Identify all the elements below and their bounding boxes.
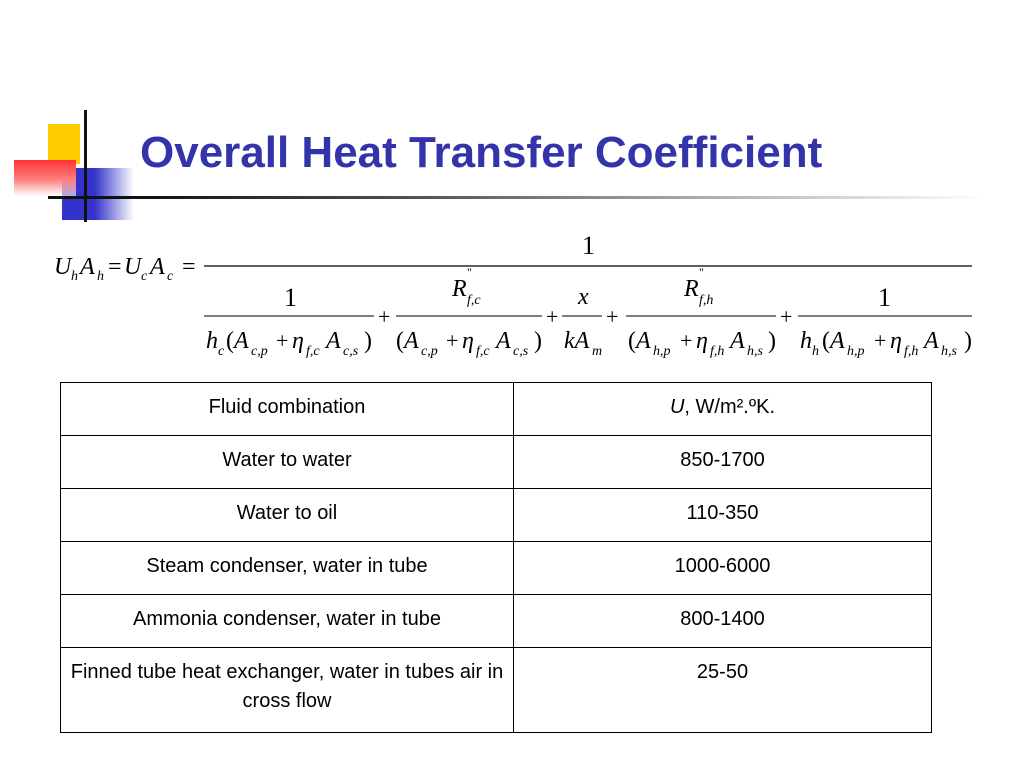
- svg-text:1: 1: [284, 283, 297, 312]
- svg-text:+: +: [780, 304, 792, 329]
- svg-text:c,s: c,s: [513, 344, 529, 359]
- svg-text:h,s: h,s: [941, 344, 958, 359]
- header-fluid-combination: Fluid combination: [60, 382, 514, 436]
- svg-text:": ": [467, 265, 472, 279]
- header-u-value: U, W/m².ºK.: [513, 382, 932, 436]
- u-value-cell: 800-1400: [513, 594, 932, 648]
- svg-text:f,c: f,c: [476, 344, 490, 359]
- svg-text:f,c: f,c: [467, 293, 481, 308]
- svg-text:c: c: [141, 269, 148, 284]
- yellow-square-decoration: [48, 124, 80, 164]
- slide-title: Overall Heat Transfer Coefficient: [140, 128, 823, 177]
- header-u-unit: , W/m².ºK.: [684, 396, 776, 418]
- svg-text:h: h: [800, 328, 812, 354]
- svg-text:A: A: [148, 254, 165, 280]
- svg-text:+: +: [378, 304, 390, 329]
- svg-text:): ): [364, 328, 372, 354]
- svg-text:): ): [768, 328, 776, 354]
- svg-text:): ): [964, 328, 972, 354]
- svg-text:c: c: [167, 269, 174, 284]
- svg-text:=: =: [108, 254, 122, 280]
- svg-text:(: (: [822, 328, 830, 354]
- svg-text:+: +: [680, 328, 692, 353]
- u-value-cell: 850-1700: [513, 435, 932, 489]
- table-row: Water to water 850-1700: [60, 435, 932, 489]
- svg-text:A: A: [232, 328, 249, 354]
- u-value-cell: 110-350: [513, 488, 932, 542]
- svg-text:h: h: [206, 328, 218, 354]
- u-value-cell: 25-50: [513, 647, 932, 733]
- svg-text:U: U: [54, 254, 73, 280]
- heat-transfer-table: Fluid combination U, W/m².ºK. Water to w…: [60, 382, 932, 733]
- svg-text:c,s: c,s: [343, 344, 359, 359]
- svg-text:h: h: [812, 344, 819, 359]
- red-square-decoration: [14, 160, 76, 196]
- svg-text:m: m: [592, 344, 602, 359]
- svg-text:h: h: [97, 269, 104, 284]
- svg-text:f,h: f,h: [699, 293, 713, 308]
- table-header-row: Fluid combination U, W/m².ºK.: [60, 382, 932, 436]
- svg-text:c,p: c,p: [251, 344, 268, 359]
- svg-text:U: U: [124, 254, 143, 280]
- fluid-cell: Water to water: [60, 435, 514, 489]
- table-row: Steam condenser, water in tube 1000-6000: [60, 541, 932, 595]
- header-u-symbol: U: [669, 396, 685, 418]
- svg-text:A: A: [494, 328, 511, 354]
- svg-text:(: (: [396, 328, 404, 354]
- svg-text:f,c: f,c: [306, 344, 320, 359]
- svg-text:1: 1: [878, 283, 891, 312]
- svg-text:f,h: f,h: [904, 344, 918, 359]
- svg-text:A: A: [324, 328, 341, 354]
- table-row: Ammonia condenser, water in tube 800-140…: [60, 594, 932, 648]
- svg-text:R: R: [451, 276, 467, 302]
- svg-text:η: η: [890, 328, 902, 354]
- svg-text:c: c: [218, 344, 225, 359]
- svg-text:η: η: [462, 328, 474, 354]
- svg-text:A: A: [402, 328, 419, 354]
- svg-text:A: A: [728, 328, 745, 354]
- svg-text:+: +: [606, 304, 618, 329]
- svg-text:η: η: [292, 328, 304, 354]
- svg-text:+: +: [276, 328, 288, 353]
- table-row: Finned tube heat exchanger, water in tub…: [60, 647, 932, 733]
- svg-text:=: =: [182, 254, 196, 280]
- svg-text:A: A: [828, 328, 845, 354]
- title-decoration: [0, 0, 160, 240]
- svg-text:A: A: [922, 328, 939, 354]
- svg-text:): ): [534, 328, 542, 354]
- svg-text:+: +: [446, 328, 458, 353]
- fluid-cell: Finned tube heat exchanger, water in tub…: [60, 647, 514, 733]
- fluid-cell: Steam condenser, water in tube: [60, 541, 514, 595]
- svg-text:+: +: [546, 304, 558, 329]
- svg-text:+: +: [874, 328, 886, 353]
- svg-text:(: (: [226, 328, 234, 354]
- vertical-rule: [84, 110, 87, 222]
- fluid-cell: Water to oil: [60, 488, 514, 542]
- svg-text:A: A: [78, 254, 95, 280]
- svg-text:h,p: h,p: [847, 344, 865, 359]
- svg-text:h,s: h,s: [747, 344, 764, 359]
- svg-text:x: x: [577, 284, 589, 310]
- svg-text:η: η: [696, 328, 708, 354]
- title-underline: [48, 196, 986, 199]
- u-value-cell: 1000-6000: [513, 541, 932, 595]
- svg-text:1: 1: [582, 231, 595, 260]
- svg-text:(: (: [628, 328, 636, 354]
- svg-text:kA: kA: [564, 328, 590, 354]
- svg-text:R: R: [683, 276, 699, 302]
- table-row: Water to oil 110-350: [60, 488, 932, 542]
- svg-text:": ": [699, 265, 704, 279]
- svg-text:c,p: c,p: [421, 344, 438, 359]
- fluid-cell: Ammonia condenser, water in tube: [60, 594, 514, 648]
- svg-text:h,p: h,p: [653, 344, 671, 359]
- svg-text:f,h: f,h: [710, 344, 724, 359]
- svg-text:A: A: [634, 328, 651, 354]
- svg-text:h: h: [71, 269, 78, 284]
